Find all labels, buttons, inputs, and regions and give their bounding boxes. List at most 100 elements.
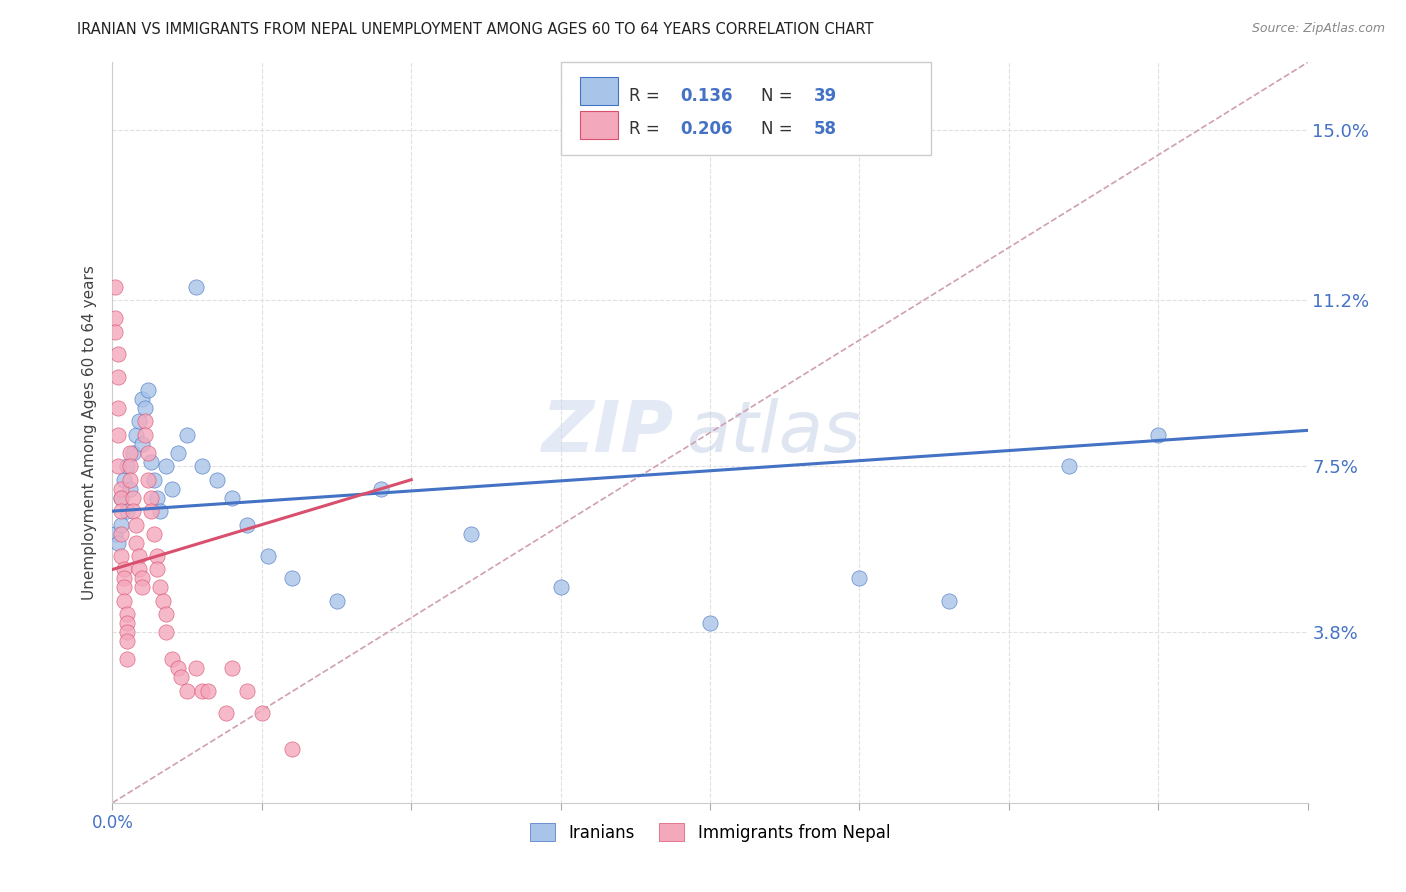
Point: [155, 459, 177, 474]
Point: [125, 517, 148, 532]
Point: [134, 401, 156, 415]
Point: [141, 455, 163, 469]
Point: [146, 491, 169, 505]
FancyBboxPatch shape: [561, 62, 931, 155]
Point: [250, 706, 273, 720]
Point: [117, 607, 139, 622]
Text: ZIP: ZIP: [541, 398, 675, 467]
Point: [131, 571, 153, 585]
Point: [938, 594, 960, 608]
Point: [104, 311, 127, 326]
Point: [134, 428, 156, 442]
Point: [114, 571, 135, 585]
Text: 0.206: 0.206: [681, 120, 733, 138]
Point: [120, 473, 142, 487]
Point: [221, 661, 243, 675]
Text: IRANIAN VS IMMIGRANTS FROM NEPAL UNEMPLOYMENT AMONG AGES 60 TO 64 YEARS CORRELAT: IRANIAN VS IMMIGRANTS FROM NEPAL UNEMPLO…: [77, 22, 875, 37]
Point: [257, 549, 280, 563]
Point: [141, 504, 163, 518]
Point: [848, 571, 870, 585]
Point: [110, 491, 132, 505]
Point: [370, 482, 392, 496]
Point: [191, 459, 214, 474]
Point: [152, 594, 174, 608]
Point: [110, 549, 132, 563]
Point: [128, 562, 150, 576]
Point: [155, 625, 177, 640]
Point: [107, 347, 129, 361]
FancyBboxPatch shape: [579, 111, 619, 138]
Point: [110, 526, 132, 541]
Text: N =: N =: [762, 87, 799, 104]
Point: [122, 491, 145, 505]
Text: 58: 58: [814, 120, 837, 138]
Point: [117, 634, 139, 648]
Text: N =: N =: [762, 120, 799, 138]
Point: [120, 459, 142, 474]
Point: [107, 401, 129, 415]
Point: [120, 446, 142, 460]
Point: [114, 594, 135, 608]
Text: atlas: atlas: [686, 398, 860, 467]
Point: [110, 517, 132, 532]
Point: [236, 683, 259, 698]
Point: [1057, 459, 1080, 474]
Text: R =: R =: [628, 87, 665, 104]
Point: [699, 616, 721, 631]
Point: [110, 504, 132, 518]
Point: [114, 473, 135, 487]
Point: [125, 535, 148, 549]
Point: [138, 473, 160, 487]
Point: [107, 428, 129, 442]
Point: [162, 652, 183, 666]
Point: [122, 446, 145, 460]
Point: [176, 428, 198, 442]
Point: [281, 742, 304, 756]
Point: [186, 661, 208, 675]
Point: [107, 369, 129, 384]
Text: R =: R =: [628, 120, 665, 138]
Point: [128, 414, 150, 428]
Point: [104, 280, 127, 294]
Point: [117, 616, 139, 631]
Point: [104, 325, 127, 339]
Point: [117, 459, 139, 474]
Point: [167, 661, 190, 675]
Text: 0.0%: 0.0%: [91, 814, 134, 832]
Point: [122, 504, 145, 518]
Point: [114, 581, 135, 595]
Text: Source: ZipAtlas.com: Source: ZipAtlas.com: [1251, 22, 1385, 36]
Point: [170, 670, 193, 684]
Legend: Iranians, Immigrants from Nepal: Iranians, Immigrants from Nepal: [522, 815, 898, 850]
Point: [143, 526, 166, 541]
Point: [117, 504, 139, 518]
FancyBboxPatch shape: [579, 78, 619, 105]
Point: [141, 491, 163, 505]
Point: [149, 581, 172, 595]
Point: [186, 280, 208, 294]
Point: [215, 706, 238, 720]
Point: [125, 428, 148, 442]
Point: [107, 459, 129, 474]
Point: [149, 504, 172, 518]
Point: [197, 683, 219, 698]
Point: [110, 491, 132, 505]
Point: [325, 594, 347, 608]
Text: 0.136: 0.136: [681, 87, 733, 104]
Text: 39: 39: [814, 87, 837, 104]
Point: [460, 526, 482, 541]
Point: [131, 581, 153, 595]
Point: [146, 562, 169, 576]
Point: [131, 437, 153, 451]
Point: [1147, 428, 1170, 442]
Point: [155, 607, 177, 622]
Point: [107, 535, 129, 549]
Point: [131, 392, 153, 406]
Point: [221, 491, 243, 505]
Point: [143, 473, 166, 487]
Point: [114, 562, 135, 576]
Point: [120, 482, 142, 496]
Point: [117, 652, 139, 666]
Point: [138, 383, 160, 397]
Point: [162, 482, 183, 496]
